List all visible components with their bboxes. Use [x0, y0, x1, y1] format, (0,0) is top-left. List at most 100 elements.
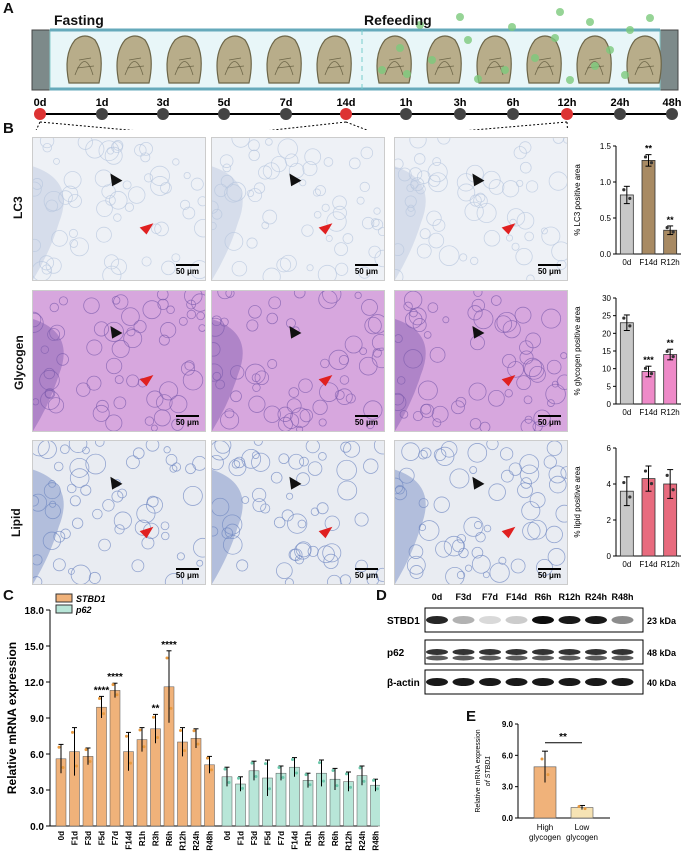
blot-band — [452, 678, 475, 686]
food-particle — [378, 66, 386, 74]
x-tick-label: R6h — [165, 831, 174, 846]
blot-band — [426, 616, 448, 624]
black-arrowhead — [110, 173, 123, 187]
food-particle — [416, 21, 424, 29]
y-tick-label: 1.5 — [600, 142, 612, 151]
food-particle — [474, 75, 482, 83]
lane-label: R48h — [611, 592, 633, 602]
y-tick-label: 3.0 — [502, 783, 514, 792]
timeline-dot — [280, 108, 292, 120]
bar — [663, 354, 678, 405]
y-tick-label: 20 — [602, 329, 611, 338]
significance-label: **** — [94, 685, 110, 696]
legend-swatch-p62 — [55, 604, 73, 614]
data-point — [665, 226, 669, 230]
x-tick-label: R12h — [661, 560, 680, 569]
row-label-glycogen: Glycogen — [12, 335, 26, 390]
data-point — [665, 473, 669, 477]
y-axis-label-2: of STBD1 — [485, 756, 492, 786]
y-tick-label: 15 — [602, 347, 611, 356]
significance-label: ** — [559, 732, 567, 743]
x-tick-label: R12h — [661, 258, 680, 267]
data-point — [88, 759, 92, 763]
oyster-icon — [526, 35, 562, 84]
blot-band — [611, 649, 634, 655]
food-particle — [403, 70, 411, 78]
x-tick-label: R24h — [358, 831, 367, 851]
data-point — [268, 787, 271, 791]
x-tick-label: Low — [575, 823, 590, 832]
blot-band — [479, 655, 501, 661]
food-particle — [621, 71, 629, 79]
micrograph-lipid: 50 μm — [211, 440, 385, 585]
data-point — [331, 769, 335, 773]
data-point — [622, 316, 626, 320]
blot-band — [426, 678, 448, 686]
panel-letter-b: B — [3, 120, 14, 137]
data-point — [358, 766, 362, 770]
blot-band — [479, 649, 501, 655]
blot-band — [452, 649, 475, 655]
y-tick-label: 0 — [607, 400, 612, 409]
y-tick-label: 6.0 — [502, 751, 514, 760]
data-point — [628, 324, 632, 328]
y-tick-label: 2 — [607, 516, 612, 525]
row-label-lc3: LC3 — [11, 196, 25, 219]
x-tick-label: glycogen — [529, 833, 561, 842]
data-point — [237, 776, 240, 780]
timeline-tick-label: 7d — [280, 97, 293, 109]
y-axis-label: % lipid positive area — [573, 466, 582, 538]
data-point — [349, 785, 352, 789]
significance-label: ** — [667, 215, 675, 225]
data-point — [152, 715, 155, 719]
black-arrowhead — [110, 476, 123, 490]
blot-band — [611, 678, 634, 686]
glycogen-bar-chart: 0 5 10 15 20 25 30 % glycogen positive area 0d F1… — [573, 294, 681, 417]
data-point — [345, 772, 348, 776]
blot-band — [505, 649, 528, 655]
data-point — [665, 349, 669, 353]
x-tick-label: F3d — [84, 831, 93, 845]
data-point — [227, 781, 231, 785]
micrograph-lc3: 50 μm — [32, 137, 206, 281]
micrograph-lipid: 50 μm — [32, 440, 206, 585]
legend-label-stbd1: STBD1 — [76, 594, 106, 604]
food-particle — [586, 18, 594, 26]
y-tick-label: 0 — [607, 552, 612, 561]
y-tick-label: 3.0 — [30, 786, 44, 797]
y-tick-label: 4 — [607, 480, 612, 489]
data-point — [335, 784, 339, 788]
x-tick-label: F1d — [237, 831, 246, 845]
data-point — [165, 656, 169, 660]
x-tick-label: F14d — [639, 560, 657, 569]
timeline-tick-label: 5d — [218, 97, 231, 109]
data-point — [115, 693, 119, 697]
y-tick-label: 18.0 — [25, 606, 45, 617]
bar — [641, 159, 656, 255]
x-tick-label: glycogen — [566, 833, 598, 842]
blot-band — [426, 655, 448, 661]
lane-label: R24h — [585, 592, 607, 602]
y-tick-label: 9.0 — [30, 714, 44, 725]
food-particle — [428, 56, 436, 64]
oyster-icon — [266, 35, 302, 84]
blot-band — [452, 655, 475, 661]
timeline-dot — [507, 108, 519, 120]
legend-label-p62: p62 — [75, 605, 92, 615]
data-point — [304, 773, 308, 777]
data-point — [183, 749, 186, 753]
data-point — [643, 469, 648, 473]
black-arrowhead — [472, 173, 485, 187]
panel-letter-e: E — [466, 708, 477, 725]
blot-band — [532, 649, 554, 655]
x-tick-label: F5d — [264, 831, 273, 845]
food-particle — [456, 13, 464, 21]
data-point — [583, 807, 587, 811]
timeline-tick-label: 12h — [558, 97, 577, 109]
y-tick-label: 15.0 — [25, 642, 45, 653]
food-particle — [606, 46, 614, 54]
significance-label: *** — [643, 355, 654, 365]
lane-label: R12h — [558, 592, 580, 602]
bar — [82, 756, 94, 827]
timeline-dot — [34, 108, 46, 120]
